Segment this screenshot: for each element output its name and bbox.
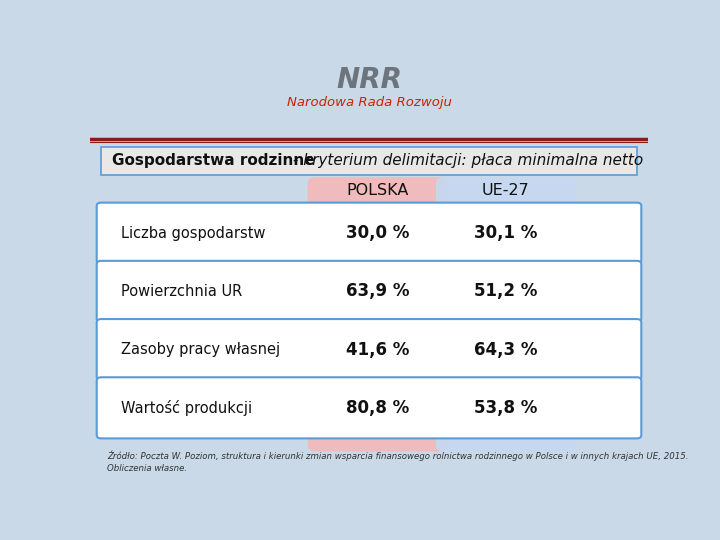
- Text: UE-27: UE-27: [482, 183, 530, 198]
- Text: 63,9 %: 63,9 %: [346, 282, 409, 300]
- Text: Wartość produkcji: Wartość produkcji: [121, 400, 252, 416]
- Text: NRR: NRR: [181, 215, 206, 228]
- FancyBboxPatch shape: [101, 147, 637, 175]
- Text: NRR: NRR: [120, 332, 144, 345]
- Text: NRR: NRR: [120, 274, 144, 287]
- Text: Liczba gospodarstw: Liczba gospodarstw: [121, 226, 265, 241]
- Text: NRR: NRR: [507, 390, 532, 403]
- Text: NRR: NRR: [181, 390, 206, 403]
- Text: NRR: NRR: [120, 390, 144, 403]
- Text: NRR: NRR: [507, 215, 532, 228]
- Text: POLSKA: POLSKA: [346, 183, 408, 198]
- Text: Zasoby pracy własnej: Zasoby pracy własnej: [121, 342, 280, 357]
- Text: NRR: NRR: [120, 215, 144, 228]
- Text: Gospodarstwa rodzinne: Gospodarstwa rodzinne: [112, 153, 315, 168]
- Text: - kryterium delimitacji: płaca minimalna netto: - kryterium delimitacji: płaca minimalna…: [288, 153, 644, 168]
- Text: NRR: NRR: [245, 390, 270, 403]
- Text: Narodowa Rada Rozwoju: Narodowa Rada Rozwoju: [287, 96, 451, 109]
- Text: NRR: NRR: [245, 332, 270, 345]
- Text: 64,3 %: 64,3 %: [474, 341, 537, 359]
- Text: NRR: NRR: [181, 332, 206, 345]
- Text: Źródło: Poczta W. Poziom, struktura i kierunki zmian wsparcia finansowego rolnic: Źródło: Poczta W. Poziom, struktura i ki…: [107, 451, 688, 473]
- FancyBboxPatch shape: [307, 177, 447, 451]
- FancyBboxPatch shape: [96, 319, 642, 380]
- Text: 30,1 %: 30,1 %: [474, 224, 537, 242]
- Text: NRR: NRR: [245, 274, 270, 287]
- Text: NRR: NRR: [507, 274, 532, 287]
- Text: NRR: NRR: [566, 390, 590, 403]
- Text: NRR: NRR: [446, 215, 471, 228]
- Text: NRR: NRR: [507, 332, 532, 345]
- Text: NRR: NRR: [566, 274, 590, 287]
- Text: NRR: NRR: [566, 215, 590, 228]
- Text: Powierzchnia UR: Powierzchnia UR: [121, 284, 242, 299]
- Text: NRR: NRR: [181, 274, 206, 287]
- Text: NRR: NRR: [446, 390, 471, 403]
- FancyBboxPatch shape: [96, 261, 642, 322]
- Text: NRR: NRR: [336, 66, 402, 94]
- Text: 53,8 %: 53,8 %: [474, 399, 537, 417]
- Text: NRR: NRR: [566, 332, 590, 345]
- Text: NRR: NRR: [446, 332, 471, 345]
- FancyBboxPatch shape: [436, 177, 575, 451]
- Text: 41,6 %: 41,6 %: [346, 341, 409, 359]
- Text: 80,8 %: 80,8 %: [346, 399, 409, 417]
- Text: 51,2 %: 51,2 %: [474, 282, 537, 300]
- FancyBboxPatch shape: [96, 202, 642, 264]
- Text: NRR: NRR: [245, 215, 270, 228]
- Text: NRR: NRR: [446, 274, 471, 287]
- FancyBboxPatch shape: [96, 377, 642, 438]
- Text: 30,0 %: 30,0 %: [346, 224, 409, 242]
- FancyBboxPatch shape: [90, 65, 648, 140]
